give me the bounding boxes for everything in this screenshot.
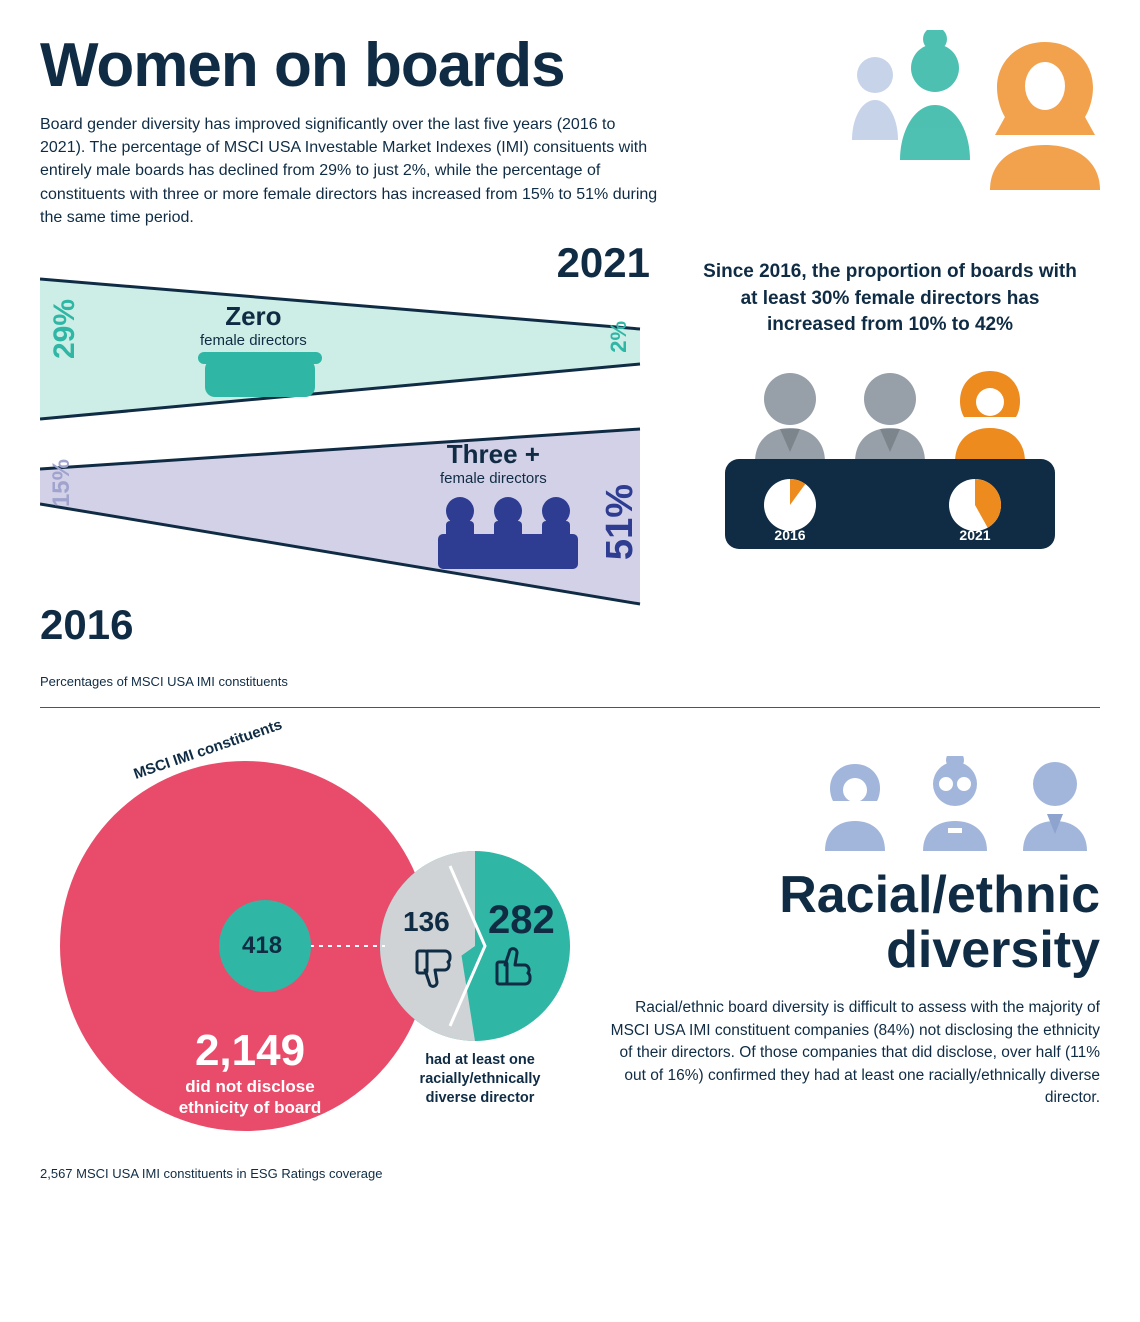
diverse-people-icon bbox=[810, 756, 1100, 856]
three-sub: female directors bbox=[440, 470, 547, 487]
year-2021-label: 2021 bbox=[557, 239, 650, 287]
board-table-icon: 2016 2021 bbox=[720, 357, 1060, 567]
divider bbox=[40, 707, 1100, 708]
zero-sub: female directors bbox=[200, 332, 307, 349]
venn-left-n: 136 bbox=[403, 906, 450, 938]
venn-chart: MSCI IMI constituents bbox=[40, 736, 600, 1156]
venn-center-n: 418 bbox=[242, 932, 282, 960]
venn-sub-caption: had at least oneracially/ethnicallydiver… bbox=[400, 1051, 560, 1108]
intro-text: Board gender diversity has improved sign… bbox=[40, 113, 660, 229]
svg-text:2016: 2016 bbox=[774, 527, 805, 543]
svg-text:2021: 2021 bbox=[959, 527, 990, 543]
venn-footer: 2,567 MSCI USA IMI constituents in ESG R… bbox=[40, 1166, 1100, 1181]
venn-big-sub: did not discloseethnicity of board bbox=[170, 1076, 330, 1119]
three-end-pct: 51% bbox=[599, 484, 642, 560]
racial-title: Racial/ethnic diversity bbox=[600, 868, 1100, 977]
racial-body: Racial/ethnic board diversity is difficu… bbox=[600, 997, 1100, 1109]
sidebox-text: Since 2016, the proportion of boards wit… bbox=[700, 259, 1080, 339]
zero-start-pct: 29% bbox=[48, 299, 82, 359]
funnel-chart: 2021 29% 2% Zero female directors bbox=[40, 259, 660, 629]
zero-end-pct: 2% bbox=[606, 321, 632, 353]
funnel-caption: Percentages of MSCI USA IMI constituents bbox=[40, 674, 1100, 689]
three-start-pct: 15% bbox=[48, 459, 76, 507]
venn-right-n: 282 bbox=[488, 898, 555, 943]
three-label: Three + bbox=[440, 439, 547, 470]
venn-big-n: 2,149 bbox=[170, 1026, 330, 1076]
women-trio-icon bbox=[840, 30, 1100, 190]
page-title: Women on boards bbox=[40, 30, 660, 101]
zero-label: Zero bbox=[200, 301, 307, 332]
year-2016-label: 2016 bbox=[40, 601, 133, 649]
